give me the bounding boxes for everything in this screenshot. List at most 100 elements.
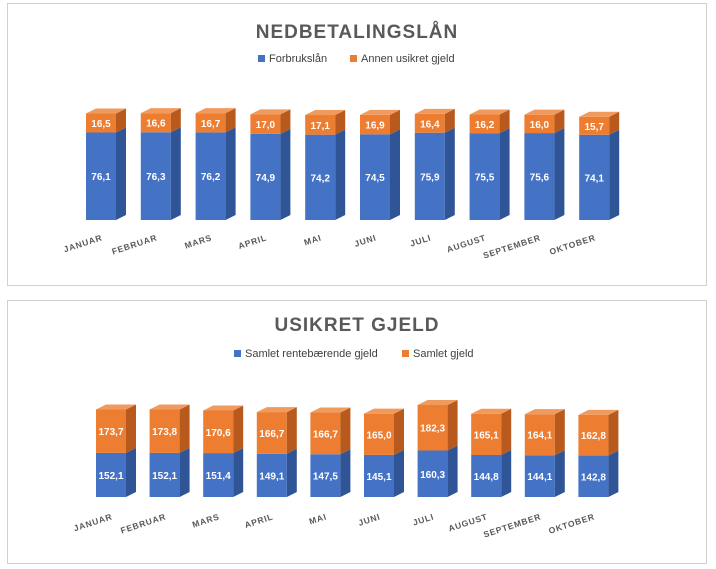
data-label-annen-usikret-gjeld-september: 16,0 [530,120,550,131]
bar-side-forbrukslan-mai [335,129,346,220]
data-label-forbrukslan-februar: 76,3 [146,172,166,183]
bar-side-samlet-gjeld-juli [447,399,458,451]
data-label-samlet-gjeld-mars: 170,6 [206,428,231,439]
bar-side-annen-usikret-gjeld-februar [170,108,181,133]
bar-side-annen-usikret-gjeld-januar [116,108,126,133]
bar-samlet-rentebaerende-gjeld-mai [310,454,341,497]
data-label-samlet-rentebaerende-gjeld-juni: 145,1 [366,472,391,483]
bar-annen-usikret-gjeld-mars [195,113,226,133]
data-label-samlet-rentebaerende-gjeld-oktober: 142,8 [581,472,606,483]
bar-side-forbrukslan-februar [170,127,181,220]
x-tick-label-juli: JULI [412,511,436,527]
chart-usikret-gjeld: USIKRET GJELD Samlet rentebærende gjeld … [72,315,619,539]
bar-samlet-gjeld-januar [96,409,126,453]
legend-label-forbrukslan: Forbrukslån [269,53,327,65]
bar-forbrukslan-august [469,133,500,220]
bar-samlet-rentebaerende-gjeld-september [524,455,555,497]
data-label-samlet-gjeld-januar: 173,7 [98,427,123,438]
bar-side-samlet-gjeld-august [501,408,512,456]
data-label-forbrukslan-september: 75,6 [530,173,550,184]
bar-side-forbrukslan-september [554,128,565,220]
chart-title: USIKRET GJELD [274,315,439,336]
bar-side-samlet-rentebaerende-gjeld-oktober [608,450,619,497]
bar-top-samlet-gjeld-april [256,407,297,413]
chart-panel-usikret-gjeld: USIKRET GJELD Samlet rentebærende gjeld … [7,300,707,564]
x-tick-label-mai: MAI [308,511,328,526]
data-label-samlet-rentebaerende-gjeld-august: 144,8 [474,472,499,483]
bar-side-samlet-rentebaerende-gjeld-april [286,448,297,497]
bar-side-annen-usikret-gjeld-mars [225,108,236,133]
data-label-forbrukslan-juni: 74,5 [365,173,385,184]
data-label-forbrukslan-april: 74,9 [256,173,276,184]
data-label-annen-usikret-gjeld-februar: 16,6 [146,119,166,130]
bar-samlet-gjeld-februar [149,409,180,453]
bar-top-annen-usikret-gjeld-januar [86,108,126,114]
bar-annen-usikret-gjeld-juli [414,113,445,133]
legend: Forbrukslån Annen usikret gjeld [258,53,455,65]
bar-annen-usikret-gjeld-mai [305,115,336,135]
bar-top-samlet-gjeld-mai [310,407,351,413]
legend: Samlet rentebærende gjeld Samlet gjeld [234,348,474,360]
bar-top-annen-usikret-gjeld-mars [195,108,236,114]
bar-side-annen-usikret-gjeld-oktober [609,111,620,135]
bar-side-samlet-gjeld-oktober [608,409,619,456]
bar-top-annen-usikret-gjeld-august [469,109,510,115]
bar-forbrukslan-juni [360,134,390,220]
data-label-annen-usikret-gjeld-oktober: 15,7 [584,122,604,133]
bar-top-samlet-gjeld-juni [364,408,404,414]
bar-top-annen-usikret-gjeld-mai [305,110,346,116]
data-label-annen-usikret-gjeld-april: 17,0 [256,120,276,131]
data-label-samlet-rentebaerende-gjeld-april: 149,1 [259,471,284,482]
bar-forbrukslan-mars [195,132,226,220]
data-label-annen-usikret-gjeld-juli: 16,4 [420,119,440,130]
bar-side-samlet-rentebaerende-gjeld-september [554,450,565,497]
bar-annen-usikret-gjeld-juni [360,114,390,135]
data-label-annen-usikret-gjeld-januar: 16,5 [91,119,111,130]
bar-samlet-rentebaerende-gjeld-mars [203,453,234,497]
data-label-samlet-rentebaerende-gjeld-januar: 152,1 [98,471,123,482]
bar-side-samlet-rentebaerende-gjeld-februar [179,447,190,497]
bar-side-samlet-gjeld-januar [126,404,136,453]
x-tick-label-juli: JULI [409,232,433,248]
bar-samlet-rentebaerende-gjeld-april [256,453,287,497]
data-label-samlet-rentebaerende-gjeld-februar: 152,1 [152,471,177,482]
x-tick-label-september: SEPTEMBER [482,511,542,539]
data-label-annen-usikret-gjeld-august: 16,2 [475,120,495,131]
bar-side-annen-usikret-gjeld-august [499,109,510,134]
x-tick-label-januar: JANUAR [72,511,113,533]
bar-forbrukslan-juli [414,132,445,220]
bar-samlet-gjeld-september [524,414,555,456]
bar-side-samlet-rentebaerende-gjeld-januar [126,447,136,497]
data-label-annen-usikret-gjeld-mai: 17,1 [310,121,330,132]
bar-annen-usikret-gjeld-august [469,114,500,134]
bar-top-annen-usikret-gjeld-februar [140,108,181,114]
chart-nedbetalingslan: NEDBETALINGSLÅN Forbrukslån Annen usikre… [62,22,620,260]
x-tick-label-oktober: OKTOBER [547,511,596,535]
data-label-forbrukslan-januar: 76,1 [91,172,111,183]
bar-side-samlet-rentebaerende-gjeld-mai [340,449,351,497]
bar-annen-usikret-gjeld-januar [86,113,116,133]
bar-top-samlet-gjeld-oktober [578,409,619,415]
bar-annen-usikret-gjeld-april [250,114,281,134]
bar-forbrukslan-oktober [579,134,610,220]
x-tick-label-april: APRIL [243,511,274,530]
x-tick-label-juni: JUNI [353,232,378,248]
bar-samlet-rentebaerende-gjeld-januar [96,452,126,497]
bar-side-forbrukslan-august [499,128,510,220]
bar-top-samlet-gjeld-januar [96,404,136,410]
data-label-forbrukslan-mars: 76,2 [201,172,221,183]
x-tick-label-januar: JANUAR [62,232,103,254]
bar-samlet-rentebaerende-gjeld-juli [417,450,448,497]
bar-side-annen-usikret-gjeld-juli [444,108,455,133]
bar-top-annen-usikret-gjeld-juni [360,109,400,115]
bar-top-samlet-gjeld-juli [417,399,458,405]
bar-top-samlet-gjeld-mars [203,405,244,411]
bar-side-annen-usikret-gjeld-juni [390,109,400,135]
bar-samlet-rentebaerende-gjeld-februar [149,452,180,497]
data-label-forbrukslan-august: 75,5 [475,173,495,184]
bar-forbrukslan-april [250,133,281,220]
bar-side-samlet-rentebaerende-gjeld-juni [394,449,404,497]
bar-samlet-gjeld-august [471,413,502,456]
bar-side-samlet-gjeld-september [554,409,565,456]
x-tick-label-juni: JUNI [357,511,382,527]
